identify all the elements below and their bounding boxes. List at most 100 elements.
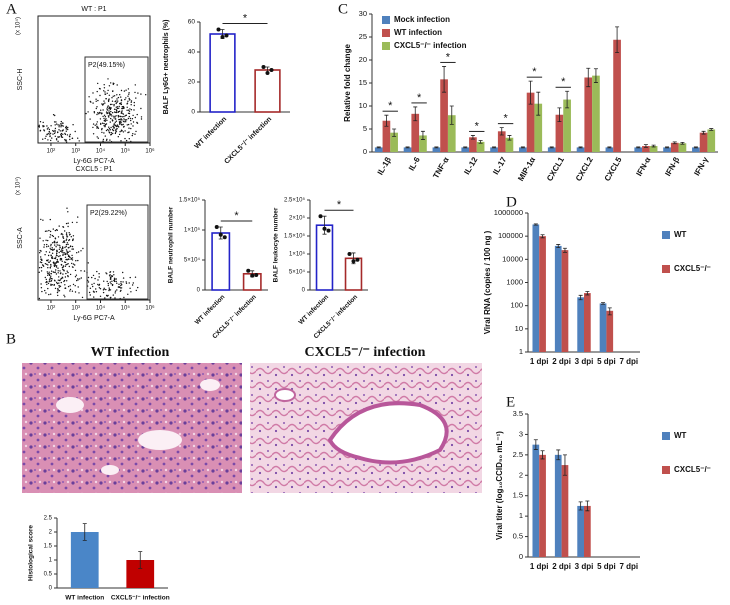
event-dot: [50, 265, 52, 267]
event-dot: [140, 118, 143, 120]
event-dot: [67, 243, 69, 246]
event-dot: [63, 252, 65, 254]
event-dot: [136, 113, 138, 116]
event-dot: [56, 281, 58, 284]
event-dot: [48, 128, 51, 131]
legend-swatch: [382, 29, 390, 37]
event-dot: [112, 90, 114, 92]
event-dot: [57, 290, 59, 292]
event-dot: [134, 116, 136, 119]
y-tick-label: 20: [359, 55, 367, 64]
event-dot: [120, 122, 122, 124]
event-dot: [133, 101, 135, 104]
event-dot: [58, 251, 60, 254]
significance-label: *: [243, 12, 248, 24]
event-dot: [118, 105, 120, 108]
error-bar: [384, 114, 389, 127]
event-dot: [50, 270, 53, 272]
event-dot: [56, 241, 58, 243]
event-dot: [40, 266, 43, 269]
event-dot: [74, 269, 77, 272]
data-point: [222, 235, 227, 240]
event-dot: [130, 101, 132, 104]
event-dot: [118, 118, 120, 121]
event-dot: [130, 291, 132, 293]
x-tick-label: 2 dpi: [552, 357, 571, 366]
event-dot: [67, 285, 70, 288]
event-dot: [122, 131, 125, 133]
event-dot: [119, 94, 121, 96]
event-dot: [105, 129, 108, 132]
event-dot: [56, 291, 59, 294]
event-dot: [123, 118, 125, 120]
event-dot: [72, 124, 74, 126]
error-bar: [405, 146, 410, 149]
data-point: [318, 214, 323, 219]
event-dot: [140, 107, 142, 110]
event-dot: [107, 115, 110, 117]
event-dot: [71, 257, 74, 259]
event-dot: [65, 243, 68, 246]
event-dot: [47, 282, 50, 285]
event-dot: [49, 236, 51, 238]
data-point: [224, 33, 229, 38]
event-dot: [123, 90, 126, 92]
plot-frame: [37, 175, 151, 301]
event-dot: [58, 126, 60, 128]
bar-chart: 0 20 40 60 BALF Ly6G+ neutrophils (%) WT infe…: [163, 12, 290, 166]
event-dot: [116, 124, 119, 126]
event-dot: [108, 94, 111, 97]
event-dot: [102, 291, 105, 294]
event-dot: [114, 297, 116, 299]
event-dot: [47, 133, 49, 135]
y-tick-label: 5×10⁴: [289, 269, 306, 276]
event-dot: [46, 281, 48, 283]
flow-plot: P2(29.22%) CXCL5 : P1 Ly-6G PC7-A SSC-A (x 1…: [15, 166, 156, 322]
event-dot: [114, 116, 116, 118]
event-dot: [108, 98, 110, 100]
bar: [254, 69, 281, 113]
bar: [419, 135, 427, 152]
error-bar: [585, 291, 590, 296]
event-dot: [66, 253, 69, 255]
event-dot: [120, 118, 122, 120]
event-dot: [113, 115, 115, 118]
event-dot: [58, 290, 61, 292]
event-dot: [77, 286, 79, 288]
event-dot: [65, 130, 68, 132]
event-dot: [107, 105, 109, 107]
y-multiplier: (x 10⁴): [15, 177, 22, 195]
event-dot: [63, 294, 65, 296]
bar: [561, 250, 569, 352]
event-dot: [115, 280, 117, 283]
event-dot: [113, 105, 115, 107]
event-dot: [104, 93, 106, 95]
legend-swatch: [382, 16, 390, 24]
event-dot: [117, 136, 120, 138]
x-tick-label: IL-1β: [376, 155, 393, 176]
event-dot: [59, 285, 62, 287]
event-dot: [97, 283, 99, 286]
event-dot: [109, 103, 112, 106]
event-dot: [116, 84, 118, 86]
event-dot: [64, 287, 66, 289]
event-dot: [95, 123, 98, 125]
event-dot: [124, 137, 126, 140]
event-dot: [52, 114, 55, 116]
event-dot: [44, 230, 47, 232]
event-dot: [49, 218, 51, 221]
bar: [476, 141, 485, 152]
event-dot: [57, 270, 59, 272]
error-bar: [578, 294, 583, 301]
event-dot: [114, 129, 117, 131]
event-dot: [118, 107, 120, 110]
event-dot: [69, 256, 71, 259]
bar-chart: 0 5×10⁴ 1×10⁵ 1.5×10⁵ BALF neutrophil number…: [168, 197, 268, 340]
event-dot: [121, 130, 123, 132]
event-dot: [47, 245, 50, 247]
event-dot: [98, 287, 101, 289]
event-dot: [99, 111, 101, 114]
event-dot: [47, 267, 49, 269]
event-dot: [48, 229, 50, 232]
event-dot: [56, 244, 58, 246]
